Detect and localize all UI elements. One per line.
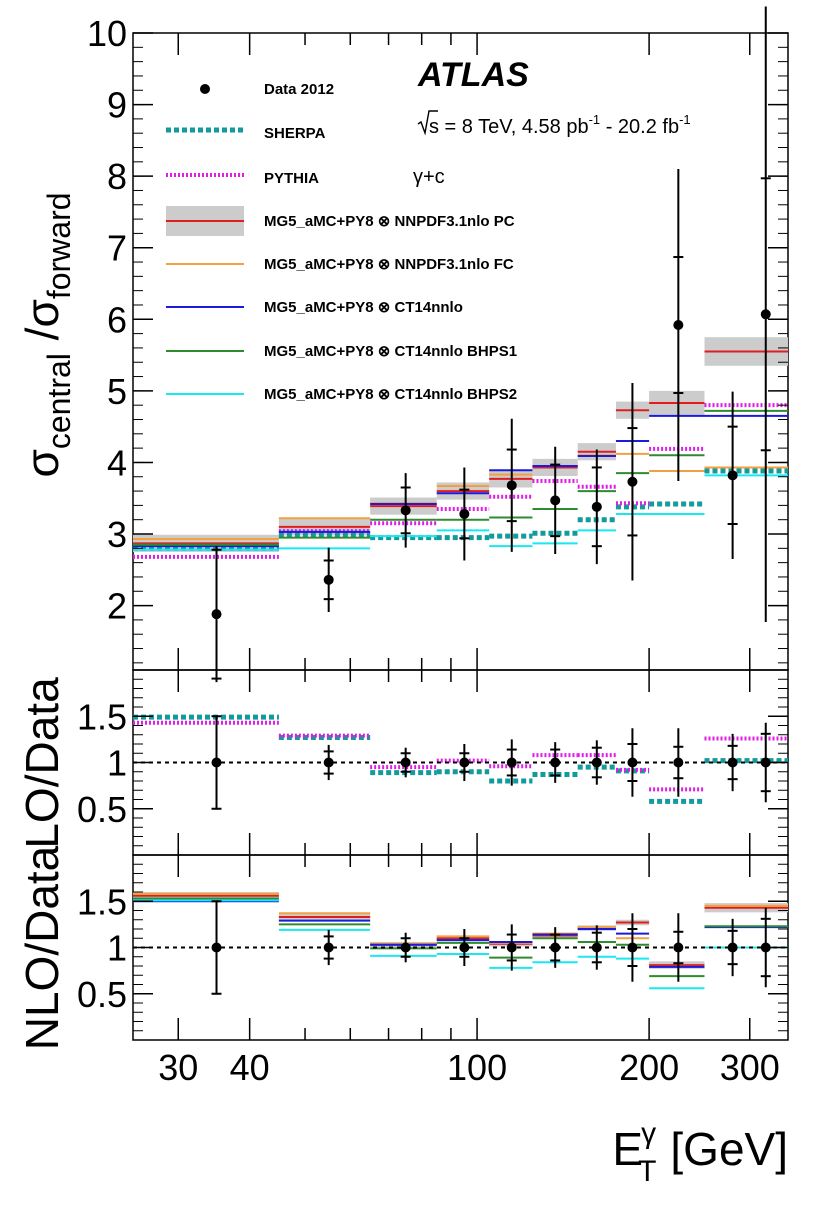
nlo-y-tick-label-1: 1 — [107, 928, 127, 969]
lo-data-point-10 — [760, 757, 771, 768]
x-axis-label: Eγ T [GeV] — [612, 1117, 788, 1188]
nlo-y-axis-label: NLO/Data — [16, 845, 68, 1050]
main-y-tick-label-3: 5 — [107, 371, 127, 412]
main-data-point-5 — [550, 495, 561, 506]
ylabel-sub-forward: forward — [41, 192, 77, 299]
energy-lumi-main: = 8 TeV, 4.58 pb — [439, 116, 589, 138]
lo-data-point-4 — [506, 757, 517, 768]
main-data-point-6 — [591, 501, 602, 512]
nlo-data-point-8 — [673, 942, 684, 953]
main-y-tick-label-6: 8 — [107, 156, 127, 197]
lo-y-tick-label-1: 1 — [107, 743, 127, 784]
legend-label-sherpa: SHERPA — [264, 125, 326, 142]
x-tick-label-0: 30 — [158, 1047, 198, 1088]
main-data-point-8 — [673, 320, 684, 331]
nlo-data-point-4 — [506, 942, 517, 953]
main-y-tick-label-5: 7 — [107, 228, 127, 269]
main-data-point-2 — [400, 505, 411, 516]
nlo-y-tick-label-2: 1.5 — [77, 881, 127, 922]
main-y-tick-label-1: 3 — [107, 514, 127, 555]
legend-label-ct14: MG5_aMC+PY8 ⊗ CT14nnlo — [264, 299, 463, 316]
nlo-data-point-1 — [323, 942, 334, 953]
energy-annotation: s = 8 TeV, 4.58 pb-1 - 20.2 fb-1 — [417, 110, 691, 138]
legend-label-pythia: PYTHIA — [264, 170, 319, 187]
legend-label-nnpdf-fc: MG5_aMC+PY8 ⊗ NNPDF3.1nlo FC — [264, 256, 514, 273]
main-data-point-10 — [760, 309, 771, 320]
lo-data-point-9 — [727, 757, 738, 768]
legend-label-data: Data 2012 — [264, 81, 334, 98]
legend: Data 2012 SHERPA PYTHIA MG5_aMC+PY8 ⊗ NN… — [166, 81, 517, 403]
lo-data-point-5 — [550, 757, 561, 768]
legend-marker-data — [200, 84, 210, 94]
lo-data-point-0 — [211, 757, 222, 768]
lo-data-point-1 — [323, 757, 334, 768]
xlabel-unit: [GeV] — [670, 1123, 788, 1175]
lo-data-point-2 — [400, 757, 411, 768]
legend-label-bhps2: MG5_aMC+PY8 ⊗ CT14nnlo BHPS2 — [264, 386, 517, 403]
lo-data-point-3 — [459, 757, 470, 768]
lumi-exp-2: -1 — [679, 112, 691, 127]
main-y-tick-label-8: 10 — [87, 13, 127, 54]
x-tick-label-1: 40 — [230, 1047, 270, 1088]
main-y-axis-label: σcentral /σforward — [16, 192, 77, 477]
nlo-data-point-5 — [550, 942, 561, 953]
main-data-point-0 — [211, 609, 222, 620]
x-tick-label-3: 200 — [619, 1047, 679, 1088]
lo-y-axis-label: LO/Data — [16, 677, 68, 849]
main-y-tick-label-0: 2 — [107, 586, 127, 627]
xlabel-base: E — [612, 1123, 643, 1175]
nlo-data-point-0 — [211, 942, 222, 953]
atlas-label: ATLAS — [417, 56, 529, 94]
ylabel-sigma-2: σ — [16, 299, 68, 327]
ylabel-separator: / — [16, 327, 68, 353]
nlo-data-point-9 — [727, 942, 738, 953]
nlo-data-point-7 — [627, 942, 638, 953]
main-data-point-4 — [506, 480, 517, 491]
lumi-sep: - 20.2 fb — [600, 116, 679, 138]
process-label: γ+c — [413, 166, 445, 188]
ylabel-sigma-1: σ — [16, 449, 68, 477]
lo-data-point-6 — [591, 757, 602, 768]
main-data-point-1 — [323, 574, 334, 585]
ylabel-sub-central: central — [41, 353, 77, 449]
x-tick-label-2: 100 — [447, 1047, 507, 1088]
xlabel-sup: γ — [641, 1117, 656, 1150]
nlo-data-point-10 — [760, 942, 771, 953]
sqrt-sign-icon — [417, 110, 438, 136]
energy-lumi-text: s = 8 TeV, 4.58 pb-1 - 20.2 fb-1 — [429, 112, 691, 138]
legend-label-bhps1: MG5_aMC+PY8 ⊗ CT14nnlo BHPS1 — [264, 343, 517, 360]
nlo-data-point-6 — [591, 942, 602, 953]
xlabel-sub: T — [638, 1155, 656, 1188]
lo-y-tick-label-2: 1.5 — [77, 696, 127, 737]
main-data-point-7 — [627, 476, 638, 487]
lo-data-point-8 — [673, 757, 684, 768]
x-tick-label-4: 300 — [720, 1047, 780, 1088]
main-y-tick-label-2: 4 — [107, 442, 127, 483]
legend-label-nnpdf-pc: MG5_aMC+PY8 ⊗ NNPDF3.1nlo PC — [264, 213, 515, 230]
main-data-point-3 — [459, 508, 470, 519]
nlo-data-point-2 — [400, 942, 411, 953]
main-y-tick-label-7: 9 — [107, 85, 127, 126]
sqrt-s-var: s — [429, 116, 439, 138]
lumi-exp-1: -1 — [589, 112, 601, 127]
nlo-y-tick-label-0: 0.5 — [77, 974, 127, 1015]
main-y-tick-label-4: 6 — [107, 299, 127, 340]
main-data-point-9 — [727, 470, 738, 481]
lo-data-point-7 — [627, 757, 638, 768]
nlo-data-point-3 — [459, 942, 470, 953]
lo-y-tick-label-0: 0.5 — [77, 789, 127, 830]
